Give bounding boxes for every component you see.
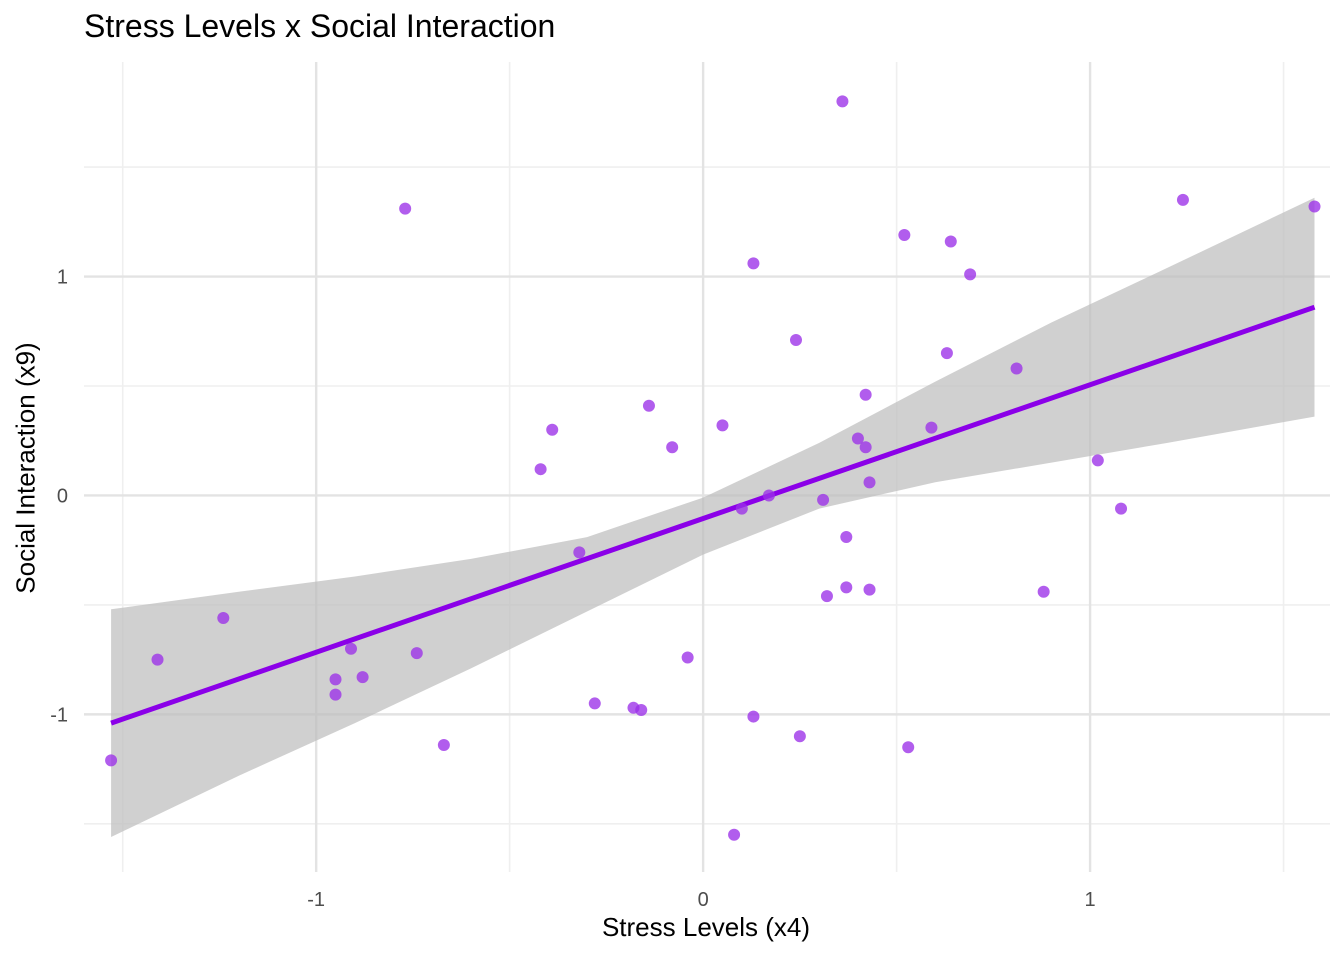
data-point bbox=[836, 95, 849, 108]
data-point bbox=[1176, 193, 1189, 206]
data-point bbox=[851, 432, 864, 445]
data-point bbox=[329, 688, 342, 701]
data-point bbox=[840, 581, 853, 594]
data-point bbox=[747, 710, 760, 723]
data-point bbox=[588, 697, 601, 710]
y-tick-label: 1 bbox=[57, 267, 68, 289]
data-point bbox=[1037, 585, 1050, 598]
trend-line-layer bbox=[110, 304, 1316, 726]
data-point bbox=[573, 546, 586, 559]
data-point bbox=[944, 235, 957, 248]
data-point bbox=[925, 421, 938, 434]
data-point bbox=[151, 653, 164, 666]
data-point bbox=[345, 642, 357, 655]
data-point bbox=[1091, 454, 1104, 467]
x-tick-label: -1 bbox=[307, 889, 325, 911]
data-point bbox=[762, 489, 775, 502]
x-axis-title: Stress Levels (x4) bbox=[601, 912, 811, 942]
data-point bbox=[820, 590, 833, 603]
y-tick-label: -1 bbox=[50, 704, 68, 726]
y-tick-label: 0 bbox=[57, 485, 68, 507]
data-point bbox=[1308, 200, 1321, 213]
data-point bbox=[1115, 502, 1128, 515]
data-point bbox=[964, 268, 977, 281]
chart-title: Stress Levels x Social Interaction bbox=[84, 8, 556, 44]
y-axis-title: Social Interaction (x9) bbox=[10, 342, 41, 594]
regression-line bbox=[110, 304, 1316, 726]
data-point bbox=[728, 828, 741, 841]
data-point bbox=[105, 754, 118, 767]
data-point bbox=[399, 202, 412, 215]
data-point bbox=[902, 741, 915, 754]
data-point bbox=[940, 347, 953, 360]
data-point bbox=[859, 388, 872, 401]
data-points bbox=[105, 95, 1321, 841]
data-point bbox=[410, 647, 423, 660]
data-point bbox=[863, 583, 876, 596]
x-tick-label: 1 bbox=[1085, 889, 1096, 911]
data-point bbox=[793, 730, 806, 743]
data-point bbox=[217, 612, 230, 625]
data-point bbox=[437, 739, 450, 752]
tick-labels: -1 0 1 -1 0 1 bbox=[50, 267, 1095, 911]
data-point bbox=[534, 463, 547, 476]
data-point bbox=[840, 531, 853, 544]
data-point bbox=[863, 476, 876, 489]
data-point bbox=[1010, 362, 1023, 375]
data-point bbox=[356, 671, 369, 684]
data-point bbox=[716, 419, 729, 432]
data-point bbox=[747, 257, 760, 270]
data-point bbox=[642, 399, 655, 412]
data-point bbox=[681, 651, 694, 664]
data-point bbox=[790, 334, 802, 347]
data-point bbox=[635, 704, 648, 716]
data-point bbox=[666, 441, 679, 454]
data-point bbox=[329, 673, 342, 686]
x-tick-label: 0 bbox=[698, 889, 709, 911]
data-point bbox=[817, 493, 830, 506]
data-point bbox=[735, 502, 748, 515]
data-point bbox=[898, 228, 911, 241]
data-point bbox=[546, 423, 559, 436]
data-point bbox=[859, 441, 872, 454]
